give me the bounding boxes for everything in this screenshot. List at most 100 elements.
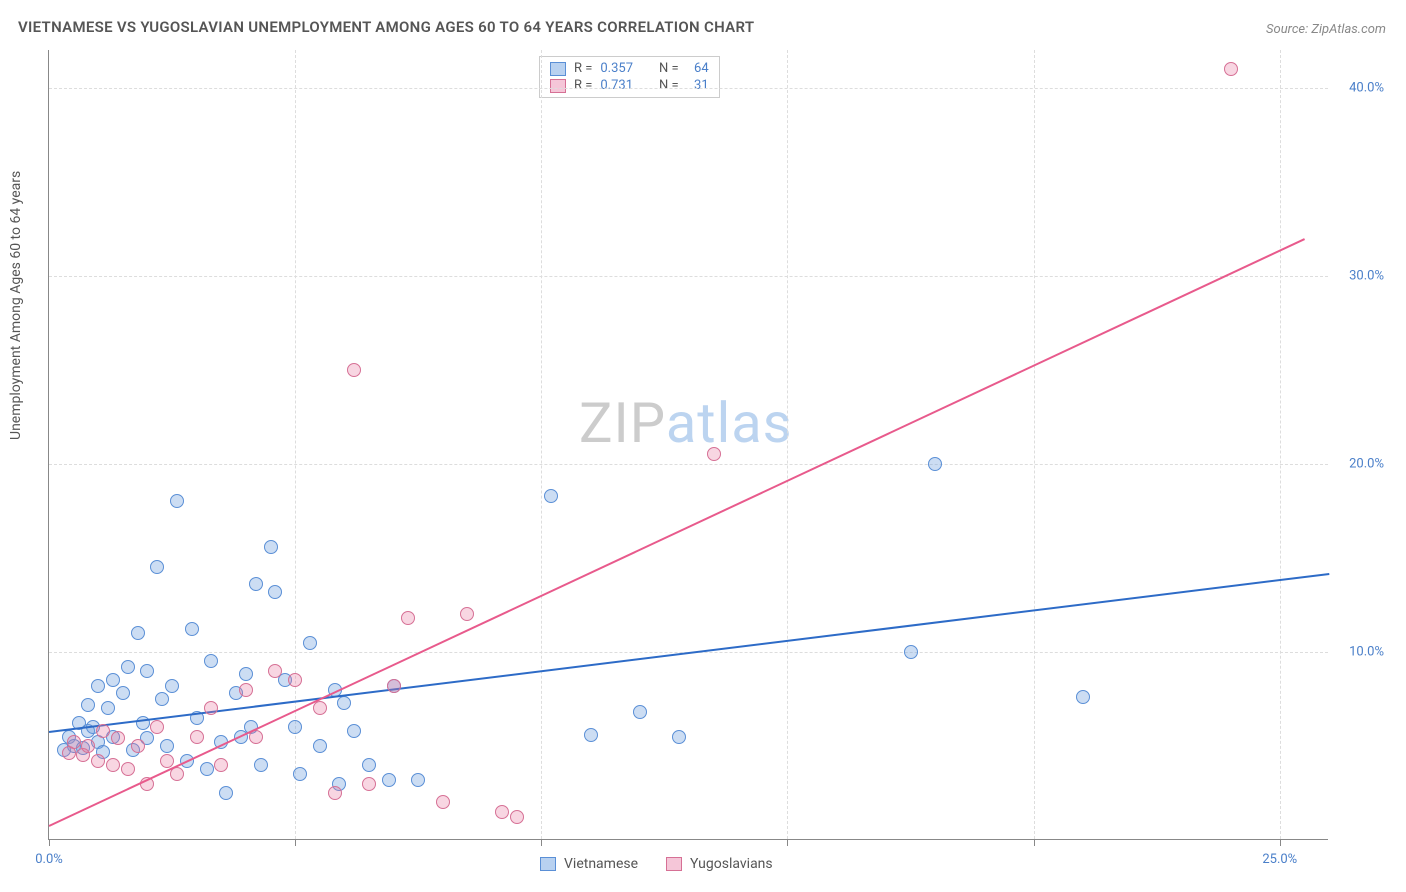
data-point [288, 673, 302, 687]
watermark-atlas: atlas [666, 390, 793, 456]
data-point [544, 489, 558, 503]
series-legend-item: Vietnamese [540, 856, 638, 872]
data-point [264, 540, 278, 554]
data-point [121, 660, 135, 674]
data-point [140, 664, 154, 678]
data-point [155, 692, 169, 706]
data-point [165, 679, 179, 693]
data-point [91, 679, 105, 693]
data-point [160, 739, 174, 753]
correlation-legend-row: R = 0.731 N = 31 [550, 78, 709, 93]
gridline-horizontal [49, 464, 1328, 465]
r-value: 0.357 [600, 61, 633, 76]
data-point [131, 739, 145, 753]
data-point [387, 679, 401, 693]
data-point [510, 810, 524, 824]
data-point [214, 758, 228, 772]
n-label: N = [659, 61, 679, 76]
data-point [293, 767, 307, 781]
r-label: R = [574, 78, 592, 93]
data-point [268, 585, 282, 599]
data-point [131, 626, 145, 640]
chart-title: VIETNAMESE VS YUGOSLAVIAN UNEMPLOYMENT A… [18, 18, 754, 36]
data-point [401, 611, 415, 625]
data-point [204, 701, 218, 715]
data-point [436, 795, 450, 809]
series-legend-item: Yugoslavians [666, 856, 773, 872]
data-point [1224, 62, 1238, 76]
data-point [204, 654, 218, 668]
data-point [328, 786, 342, 800]
x-tick-label: 0.0% [35, 852, 63, 867]
data-point [362, 758, 376, 772]
x-tick [1034, 839, 1035, 846]
data-point [584, 728, 598, 742]
x-tick-label: 25.0% [1262, 852, 1297, 867]
x-tick [49, 839, 50, 846]
plot-area: ZIPatlas R =0.357N =64R =0.731N =31 10.0… [48, 50, 1328, 840]
gridline-vertical [1034, 50, 1035, 839]
data-point [116, 686, 130, 700]
data-point [303, 636, 317, 650]
correlation-legend: R = 0.357 N = 64 R = 0.731 N = 31 [539, 56, 720, 98]
data-point [170, 494, 184, 508]
data-point [106, 758, 120, 772]
y-axis-label: Unemployment Among Ages 60 to 64 years [8, 171, 24, 440]
data-point [460, 607, 474, 621]
gridline-vertical [541, 50, 542, 839]
data-point [347, 724, 361, 738]
data-point [239, 683, 253, 697]
y-tick-label: 10.0% [1349, 644, 1384, 659]
data-point [362, 777, 376, 791]
data-point [411, 773, 425, 787]
legend-swatch-icon [540, 857, 556, 871]
gridline-horizontal [49, 88, 1328, 89]
n-label: N = [659, 78, 679, 93]
watermark: ZIPatlas [579, 390, 793, 456]
y-tick-label: 40.0% [1349, 80, 1384, 95]
r-value: 0.731 [600, 78, 633, 93]
series-legend-label: Vietnamese [564, 856, 638, 872]
data-point [633, 705, 647, 719]
x-tick [295, 839, 296, 846]
trend-line [49, 573, 1329, 733]
data-point [347, 363, 361, 377]
data-point [91, 754, 105, 768]
data-point [185, 622, 199, 636]
data-point [106, 673, 120, 687]
chart-container: VIETNAMESE VS YUGOSLAVIAN UNEMPLOYMENT A… [0, 0, 1406, 892]
data-point [672, 730, 686, 744]
data-point [81, 698, 95, 712]
watermark-zip: ZIP [579, 390, 666, 456]
y-tick-label: 20.0% [1349, 456, 1384, 471]
legend-swatch-icon [666, 857, 682, 871]
gridline-vertical [1280, 50, 1281, 839]
data-point [160, 754, 174, 768]
series-legend-label: Yugoslavians [690, 856, 773, 872]
data-point [904, 645, 918, 659]
data-point [150, 560, 164, 574]
r-label: R = [574, 61, 592, 76]
legend-swatch-icon [550, 62, 566, 76]
data-point [150, 720, 164, 734]
data-point [219, 786, 233, 800]
data-point [495, 805, 509, 819]
gridline-vertical [787, 50, 788, 839]
n-value: 31 [687, 78, 709, 93]
data-point [239, 667, 253, 681]
data-point [111, 731, 125, 745]
data-point [249, 577, 263, 591]
data-point [67, 735, 81, 749]
data-point [268, 664, 282, 678]
gridline-horizontal [49, 276, 1328, 277]
source-attribution: Source: ZipAtlas.com [1266, 22, 1386, 37]
data-point [707, 447, 721, 461]
correlation-legend-row: R = 0.357 N = 64 [550, 61, 709, 76]
data-point [121, 762, 135, 776]
data-point [313, 701, 327, 715]
data-point [313, 739, 327, 753]
legend-swatch-icon [550, 79, 566, 93]
x-tick [541, 839, 542, 846]
n-value: 64 [687, 61, 709, 76]
data-point [382, 773, 396, 787]
